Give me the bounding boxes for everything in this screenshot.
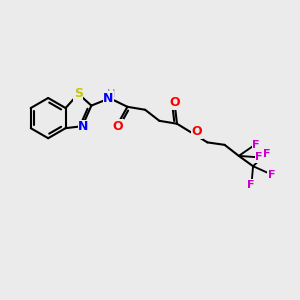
Text: O: O xyxy=(112,120,123,133)
Text: F: F xyxy=(263,149,271,159)
Text: F: F xyxy=(247,180,254,190)
Text: H: H xyxy=(107,89,115,99)
Text: F: F xyxy=(268,169,275,179)
Text: N: N xyxy=(103,92,114,105)
Text: N: N xyxy=(78,120,89,133)
Text: O: O xyxy=(191,125,202,138)
Text: F: F xyxy=(252,140,260,150)
Text: F: F xyxy=(255,152,263,162)
Text: S: S xyxy=(74,87,83,100)
Text: O: O xyxy=(170,96,180,109)
